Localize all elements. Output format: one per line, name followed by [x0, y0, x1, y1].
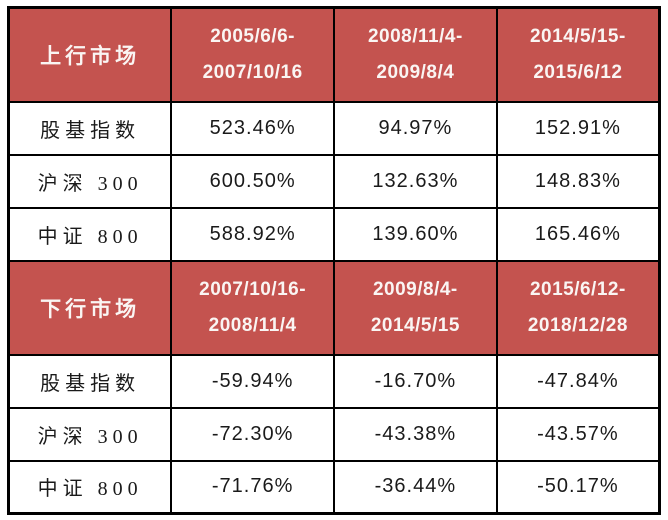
value-cell: -43.38% [333, 406, 498, 462]
index-label: 股基指数 [40, 372, 141, 395]
value-cell: -47.84% [495, 353, 661, 409]
table-row: 中证 800 588.92% 139.60% 165.46% [7, 206, 661, 262]
value: -47.84% [537, 369, 619, 392]
value-cell: 588.92% [170, 206, 335, 262]
value: -16.70% [374, 369, 457, 392]
value-cell: 165.46% [495, 206, 661, 262]
period-to: 2008/11/4 [208, 315, 297, 336]
value: 152.91% [534, 116, 621, 139]
period-from: 2015/6/12- [529, 279, 626, 300]
value: -43.38% [374, 422, 457, 445]
value: 94.97% [378, 116, 453, 139]
index-label-cell: 沪深 300 [7, 406, 173, 462]
value-cell: 148.83% [495, 153, 661, 209]
table-row: 股基指数 523.46% 94.97% 152.91% [7, 100, 661, 156]
up-period-cell-1: 2005/6/6- 2007/10/16 [170, 6, 335, 103]
index-label: 沪深 300 [37, 425, 143, 448]
section-title: 下行市场 [40, 296, 141, 321]
table-row: 股基指数 -59.94% -16.70% -47.84% [7, 353, 661, 409]
down-market-title-cell: 下行市场 [7, 259, 173, 356]
value-cell: -16.70% [333, 353, 498, 409]
value: -36.44% [374, 475, 457, 498]
index-label-cell: 中证 800 [7, 206, 173, 262]
value: 600.50% [209, 169, 296, 192]
down-period-cell-2: 2009/8/4- 2014/5/15 [333, 259, 498, 356]
up-period-cell-2: 2008/11/4- 2009/8/4 [333, 6, 498, 103]
value: -43.57% [537, 422, 619, 445]
value-cell: -71.76% [170, 459, 335, 515]
period-to: 2015/6/12 [533, 62, 623, 84]
value: 132.63% [372, 169, 459, 192]
value-cell: -43.57% [495, 406, 661, 462]
up-market-header-row: 上行市场 2005/6/6- 2007/10/16 2008/11/4- 200… [7, 6, 661, 103]
period-from: 2007/10/16- [199, 279, 307, 300]
value-cell: 94.97% [333, 100, 498, 156]
period-from: 2005/6/6- [210, 26, 296, 48]
period-from: 2009/8/4- [372, 279, 458, 300]
index-label: 中证 800 [37, 225, 143, 248]
period-from: 2014/5/15- [529, 26, 626, 48]
index-label-cell: 中证 800 [7, 459, 173, 515]
period-from: 2008/11/4- [367, 26, 463, 48]
down-market-header-row: 下行市场 2007/10/16- 2008/11/4 2009/8/4- 201… [7, 259, 661, 356]
value: -50.17% [537, 475, 619, 498]
value-cell: -59.94% [170, 353, 335, 409]
value: -72.30% [211, 422, 294, 445]
up-period-cell-3: 2014/5/15- 2015/6/12 [495, 6, 661, 103]
down-period-cell-3: 2015/6/12- 2018/12/28 [495, 259, 661, 356]
table-row: 沪深 300 600.50% 132.63% 148.83% [7, 153, 661, 209]
up-market-title-cell: 上行市场 [7, 6, 173, 103]
value: -71.76% [211, 475, 294, 498]
period-to: 2018/12/28 [527, 315, 628, 336]
period-to: 2009/8/4 [376, 62, 455, 84]
index-label: 沪深 300 [37, 172, 143, 195]
value-cell: 523.46% [170, 100, 335, 156]
value: 148.83% [534, 169, 621, 192]
value-cell: -72.30% [170, 406, 335, 462]
value-cell: -36.44% [333, 459, 498, 515]
value: 523.46% [209, 116, 296, 139]
index-label: 股基指数 [40, 119, 141, 142]
index-label-cell: 股基指数 [7, 353, 173, 409]
index-label: 中证 800 [37, 478, 143, 501]
value-cell: 600.50% [170, 153, 335, 209]
value-cell: -50.17% [495, 459, 661, 515]
down-period-cell-1: 2007/10/16- 2008/11/4 [170, 259, 335, 356]
value: 139.60% [372, 222, 459, 245]
index-label-cell: 股基指数 [7, 100, 173, 156]
value: 588.92% [209, 222, 296, 245]
market-performance-table: 上行市场 2005/6/6- 2007/10/16 2008/11/4- 200… [7, 6, 661, 515]
value-cell: 152.91% [495, 100, 661, 156]
section-title: 上行市场 [40, 43, 141, 68]
index-label-cell: 沪深 300 [7, 153, 173, 209]
period-to: 2014/5/15 [370, 315, 460, 336]
table-row: 沪深 300 -72.30% -43.38% -43.57% [7, 406, 661, 462]
value: -59.94% [211, 369, 294, 392]
value-cell: 139.60% [333, 206, 498, 262]
period-to: 2007/10/16 [202, 62, 303, 84]
value: 165.46% [534, 222, 621, 245]
table-row: 中证 800 -71.76% -36.44% -50.17% [7, 459, 661, 515]
value-cell: 132.63% [333, 153, 498, 209]
